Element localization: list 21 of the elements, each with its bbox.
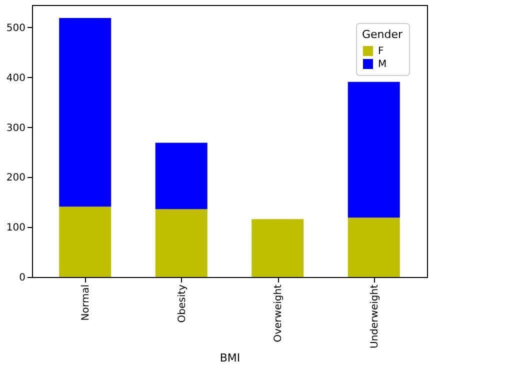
bar bbox=[155, 142, 208, 210]
y-tick-label: 200 bbox=[6, 172, 26, 184]
x-tick-label: Normal bbox=[80, 284, 92, 321]
x-tick-label: Overweight bbox=[273, 284, 284, 342]
y-tick-label: 0 bbox=[19, 272, 26, 284]
bar bbox=[155, 209, 208, 277]
bar bbox=[59, 206, 112, 277]
x-tick-label: Obesity bbox=[176, 284, 188, 323]
y-tick-label: 500 bbox=[6, 22, 26, 34]
y-tick-label: 100 bbox=[6, 222, 26, 234]
legend-label: M bbox=[378, 59, 387, 70]
y-tick-label: 300 bbox=[6, 122, 26, 134]
legend-title: Gender bbox=[362, 28, 404, 41]
x-axis-title: BMI bbox=[220, 351, 240, 364]
bar bbox=[348, 82, 400, 218]
bar bbox=[348, 218, 400, 277]
bar bbox=[59, 18, 112, 207]
x-tick-label: Underweight bbox=[369, 284, 380, 348]
legend-label: F bbox=[378, 46, 384, 57]
bar bbox=[252, 219, 304, 277]
y-tick-label: 400 bbox=[6, 72, 26, 84]
